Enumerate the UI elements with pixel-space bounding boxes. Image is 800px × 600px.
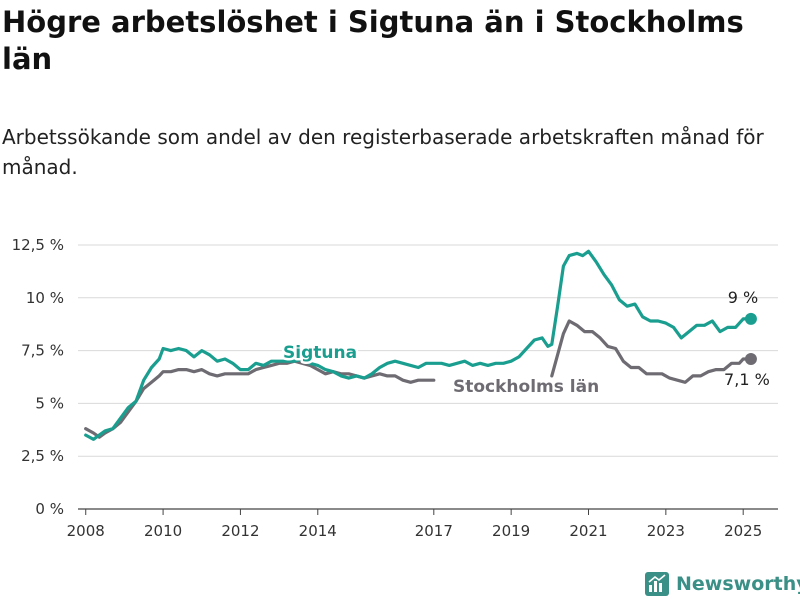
chart-title: Högre arbetslöshet i Sigtuna än i Stockh… — [2, 5, 744, 76]
x-tick-label: 2019 — [492, 522, 530, 540]
series-label-stockholms-lan: Stockholms län — [453, 377, 599, 397]
x-tick-label: 2025 — [724, 522, 762, 540]
grid — [78, 244, 778, 457]
y-tick-label: 10 % — [26, 289, 64, 307]
end-point-stockholms-lan — [744, 353, 757, 366]
x-tick-label: 2010 — [144, 522, 182, 540]
series-label-sigtuna: Sigtuna — [283, 343, 357, 363]
x-tick-label: 2023 — [647, 522, 685, 540]
y-tick-label: 5 % — [35, 394, 64, 412]
x-tick-label: 2008 — [67, 522, 105, 540]
y-tick-label: 2,5 % — [21, 447, 64, 465]
end-point-sigtuna — [744, 312, 757, 325]
series-line-sigtuna — [84, 249, 753, 441]
chart-subtitle: Arbetssökande som andel av den registerb… — [2, 125, 764, 179]
x-tick-label: 2017 — [415, 522, 453, 540]
brand-logo: Newsworthy — [645, 570, 800, 598]
axes: 0 % 2,5 % 5 % 7,5 % 10 % 12,5 % 2008 2010 2012 20… — [12, 236, 778, 540]
x-tick-label: 2012 — [221, 522, 259, 540]
series-line-stockholms-lan — [84, 359, 436, 439]
series-line-stockholms-lan — [550, 319, 753, 384]
bar-chart-icon — [645, 572, 669, 596]
y-tick-label: 7,5 % — [21, 342, 64, 360]
end-label-stockholms-lan: 7,1 % — [724, 370, 770, 389]
x-tick-label: 2021 — [569, 522, 607, 540]
end-label-sigtuna: 9 % — [728, 288, 758, 307]
labels: 9 % 7,1 % Sigtuna Stockholms län — [281, 288, 770, 400]
y-tick-label: 12,5 % — [12, 236, 64, 254]
series — [84, 249, 757, 441]
x-tick-label: 2014 — [299, 522, 337, 540]
y-tick-label: 0 % — [35, 500, 64, 518]
brand-name: Newsworthy — [676, 573, 800, 595]
